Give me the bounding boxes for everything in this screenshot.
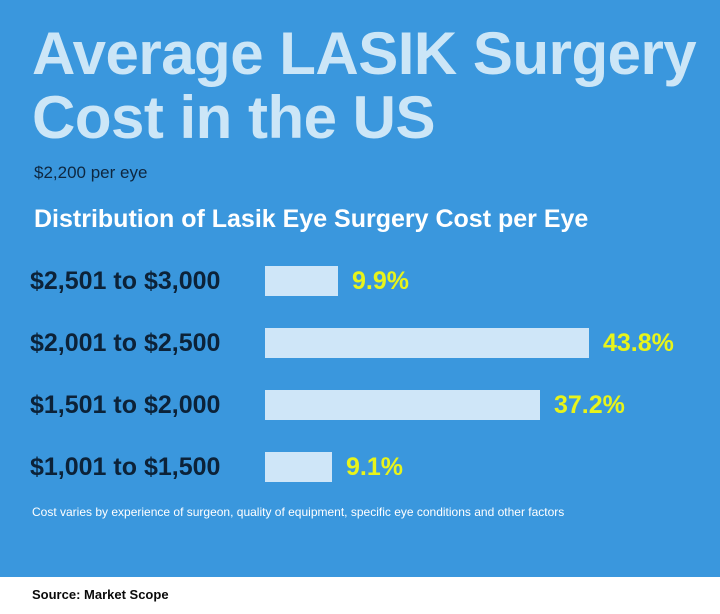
category-label: $1,501 to $2,000 [30,391,221,419]
category-label: $1,001 to $1,500 [30,453,221,481]
value-label: 37.2% [554,391,625,419]
bar [265,452,332,482]
source-credit: Source: Market Scope [32,587,169,602]
page-title: Average LASIK Surgery Cost in the US [32,20,697,151]
value-label: 43.8% [603,329,674,357]
bar [265,266,338,296]
average-cost-subtitle: $2,200 per eye [34,163,148,182]
bar [265,390,540,420]
footnote: Cost varies by experience of surgeon, qu… [32,505,565,519]
value-label: 9.1% [346,453,403,481]
chart-title: Distribution of Lasik Eye Surgery Cost p… [34,205,589,233]
infographic-panel: Average LASIK Surgery Cost in the US $2,… [0,0,720,577]
value-label: 9.9% [352,267,409,295]
bar [265,328,589,358]
category-label: $2,501 to $3,000 [30,267,221,295]
category-label: $2,001 to $2,500 [30,329,221,357]
